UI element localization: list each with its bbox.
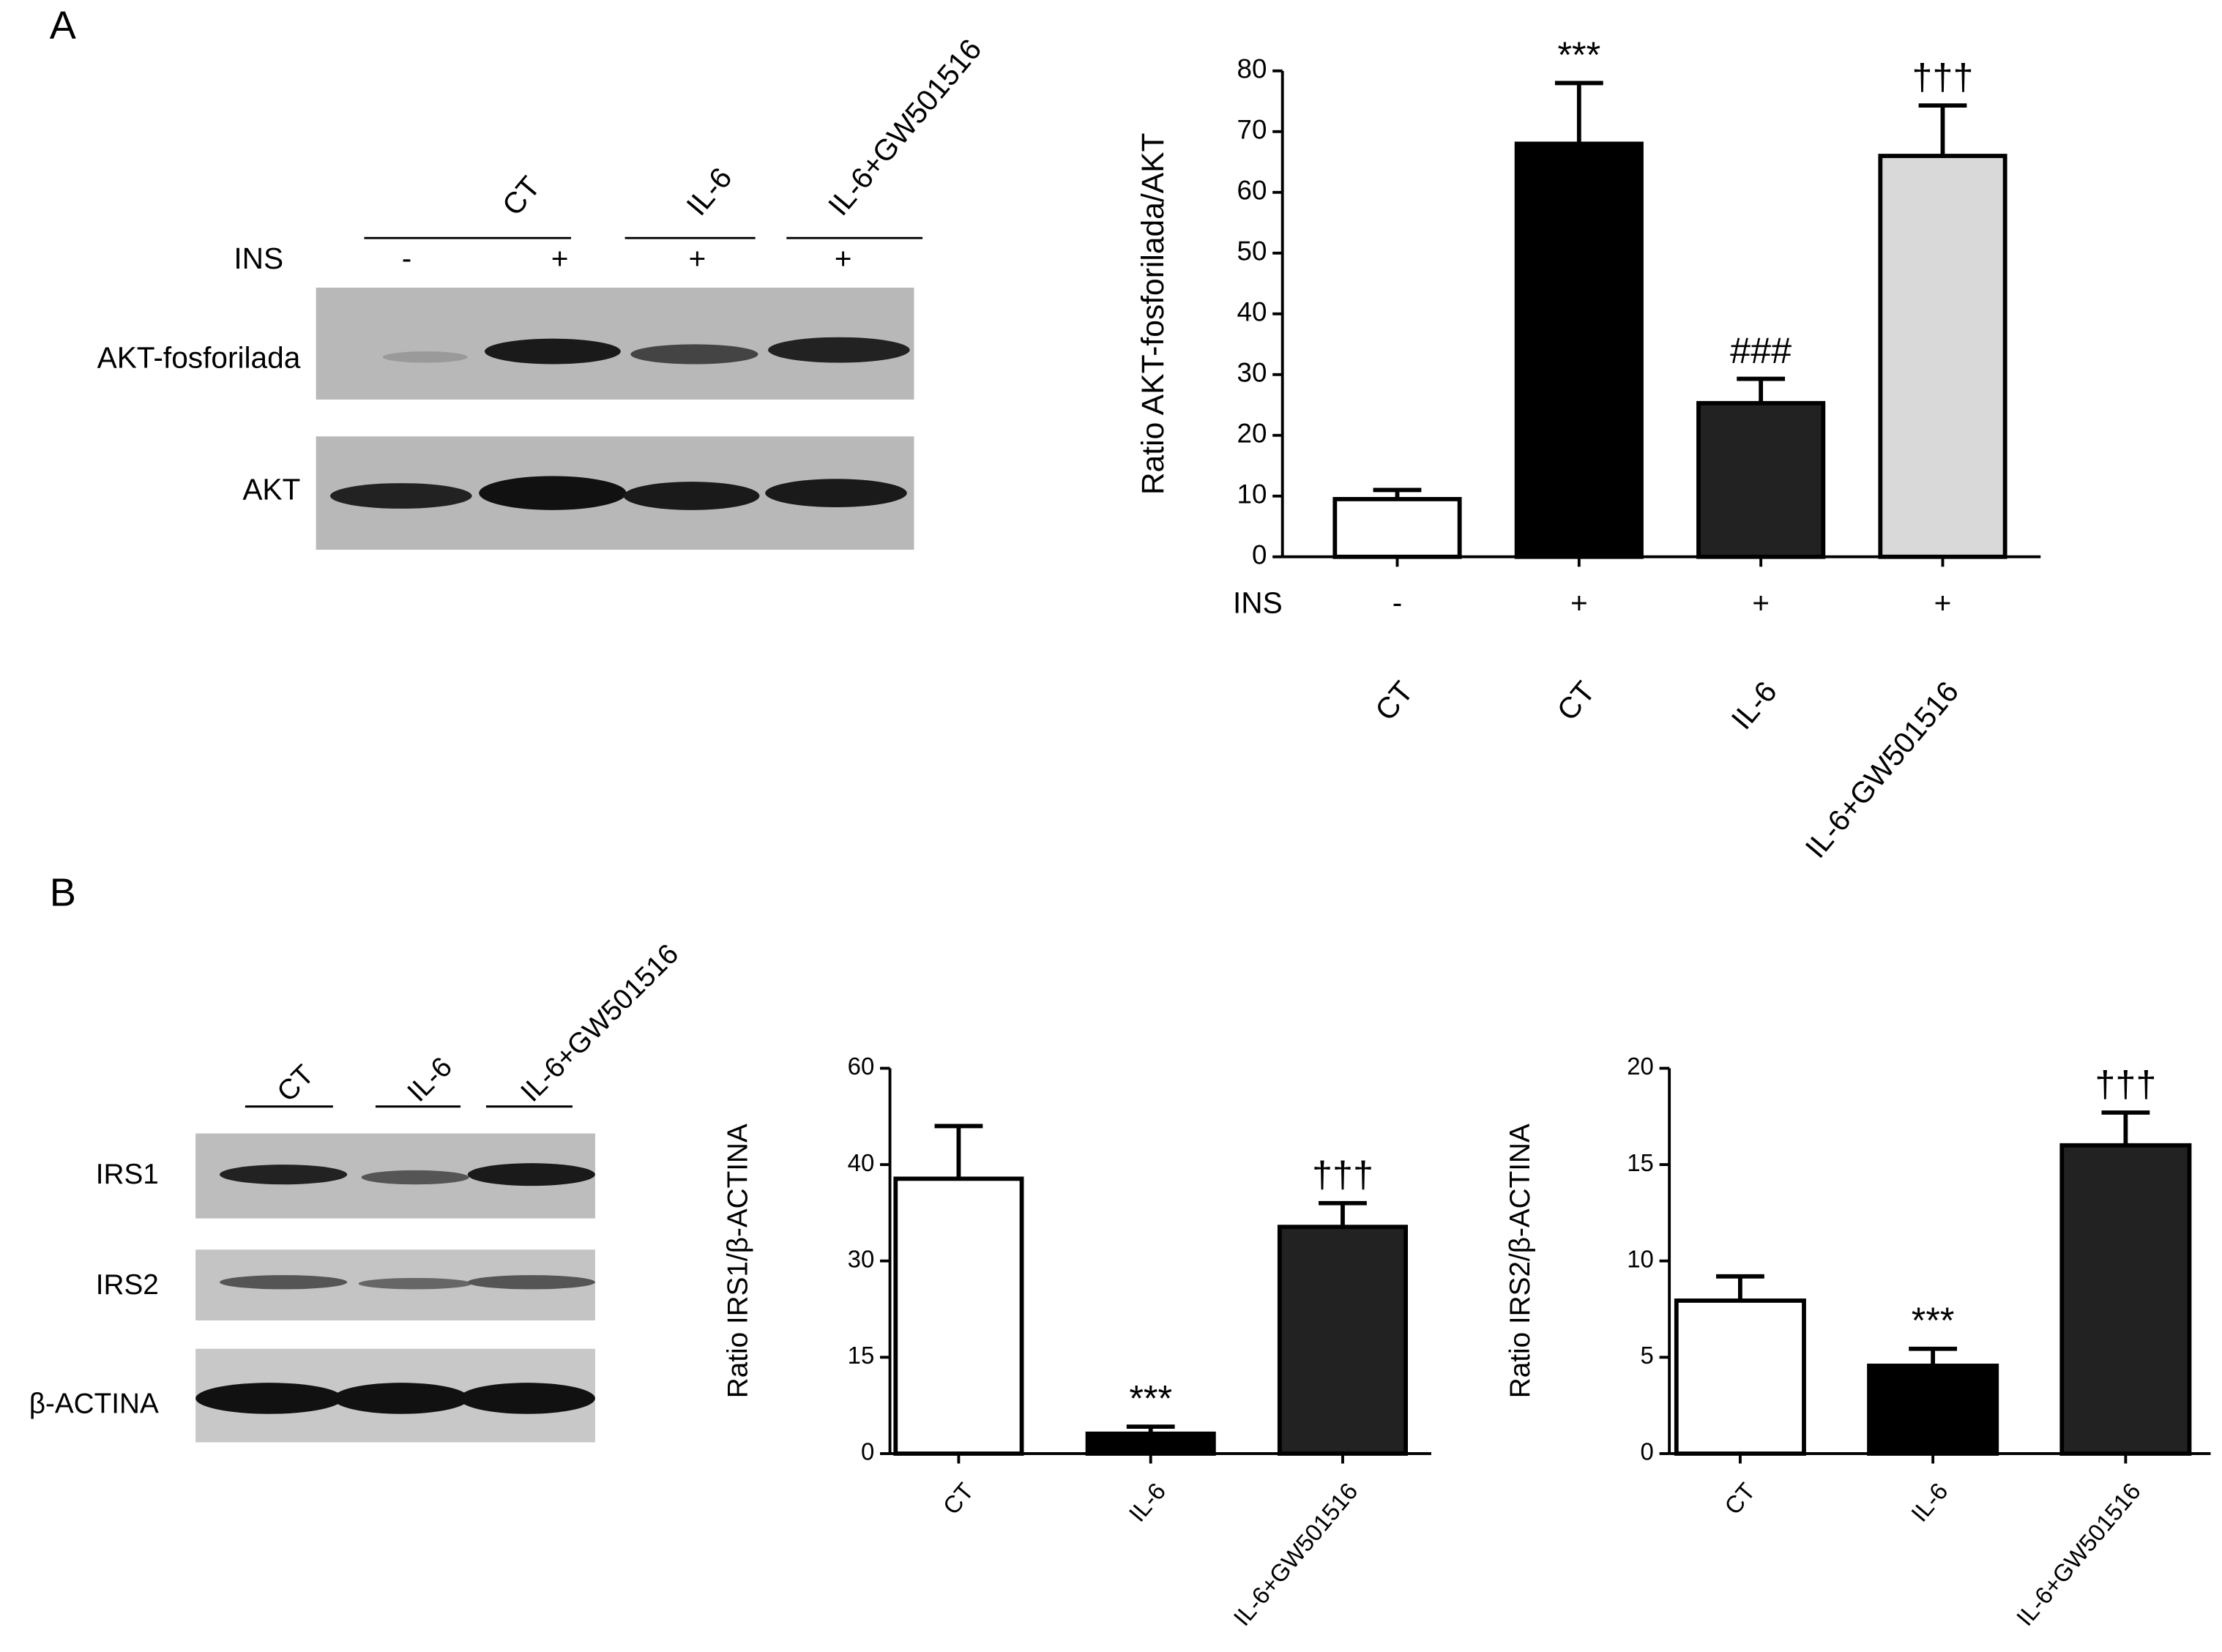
row-label: IRS1 bbox=[96, 1159, 159, 1190]
y-tick-label: 0 bbox=[1641, 1438, 1654, 1465]
panel-letter: A bbox=[50, 4, 77, 48]
row-label: β-ACTINA bbox=[29, 1388, 159, 1419]
ins-sign: + bbox=[835, 242, 852, 275]
y-axis-label: Ratio IRS2/β-ACTINA bbox=[1505, 1124, 1536, 1398]
y-axis-label: Ratio AKT-fosforilada/AKT bbox=[1136, 132, 1171, 495]
significance: *** bbox=[1557, 34, 1600, 75]
lane-label: CT bbox=[271, 1059, 320, 1108]
band bbox=[382, 351, 468, 363]
band bbox=[361, 1170, 469, 1185]
x-tick-label: IL-6+GW501516 bbox=[1228, 1478, 1362, 1631]
band bbox=[220, 1275, 348, 1290]
bar bbox=[1085, 1431, 1216, 1456]
lane-label: IL-6+GW501516 bbox=[821, 32, 988, 222]
band bbox=[358, 1277, 472, 1290]
row-label: IRS2 bbox=[96, 1269, 159, 1301]
y-tick-label: 60 bbox=[848, 1053, 875, 1080]
x-tick-label: CT bbox=[1550, 675, 1601, 727]
ins-sign: - bbox=[402, 242, 412, 275]
lane-label: IL-6 bbox=[679, 161, 738, 222]
band bbox=[467, 1275, 595, 1290]
y-tick-label: 60 bbox=[1237, 176, 1267, 206]
row-label: AKT-fosforilada bbox=[97, 340, 301, 374]
y-tick-label: 0 bbox=[1252, 539, 1267, 569]
band bbox=[467, 1163, 595, 1186]
y-tick-label: 10 bbox=[1627, 1245, 1654, 1272]
ins-label: INS bbox=[1233, 586, 1283, 619]
y-tick-label: 15 bbox=[1627, 1149, 1654, 1176]
x-tick-label: IL-6 bbox=[1725, 675, 1783, 736]
y-tick-label: 5 bbox=[1641, 1342, 1654, 1369]
significance: ††† bbox=[1912, 56, 1974, 98]
ins-sign: + bbox=[1934, 586, 1952, 619]
ins-sign: + bbox=[551, 242, 569, 275]
y-tick-label: 80 bbox=[1237, 54, 1267, 84]
band bbox=[220, 1165, 348, 1185]
y-tick-label: 30 bbox=[1237, 357, 1267, 387]
bar bbox=[1277, 1225, 1409, 1456]
x-tick-label: CT bbox=[1719, 1478, 1761, 1520]
y-tick-label: 40 bbox=[848, 1149, 875, 1176]
x-tick-label: IL-6+GW501516 bbox=[2011, 1478, 2146, 1631]
bar bbox=[1332, 496, 1462, 559]
bar bbox=[1514, 141, 1644, 559]
ins-sign: + bbox=[1752, 586, 1770, 619]
band bbox=[623, 482, 760, 510]
y-tick-label: 10 bbox=[1237, 479, 1267, 509]
significance: ††† bbox=[1312, 1154, 1373, 1195]
x-tick-label: IL-6+GW501516 bbox=[1799, 675, 1966, 864]
significance: *** bbox=[1129, 1378, 1172, 1419]
x-tick-label: IL-6 bbox=[1906, 1478, 1953, 1527]
band bbox=[630, 344, 758, 365]
bar bbox=[1878, 154, 2007, 559]
lane-label: IL-6 bbox=[401, 1051, 458, 1108]
bar bbox=[1674, 1298, 1806, 1456]
band bbox=[479, 476, 627, 510]
band bbox=[484, 338, 621, 365]
significance: ††† bbox=[2095, 1063, 2156, 1105]
band bbox=[195, 1383, 343, 1414]
band bbox=[768, 337, 910, 363]
lane-label: CT bbox=[496, 170, 547, 222]
y-tick-label: 70 bbox=[1237, 115, 1267, 145]
y-tick-label: 50 bbox=[1237, 236, 1267, 266]
significance: ### bbox=[1730, 329, 1792, 371]
bar bbox=[1867, 1364, 1999, 1456]
significance: *** bbox=[1912, 1299, 1955, 1341]
x-tick-label: CT bbox=[1368, 675, 1420, 727]
y-tick-label: 20 bbox=[1627, 1053, 1654, 1080]
band bbox=[329, 483, 472, 509]
panel-letter: B bbox=[50, 871, 76, 915]
bar bbox=[2059, 1143, 2192, 1456]
x-tick-label: IL-6 bbox=[1123, 1478, 1171, 1527]
bar bbox=[1696, 400, 1826, 559]
ins-sign: + bbox=[688, 242, 706, 275]
bar bbox=[893, 1176, 1024, 1456]
y-tick-label: 30 bbox=[848, 1245, 875, 1272]
band bbox=[332, 1383, 469, 1414]
y-tick-label: 40 bbox=[1237, 297, 1267, 327]
ins-sign: - bbox=[1393, 586, 1403, 619]
band bbox=[459, 1383, 595, 1414]
ins-label: INS bbox=[234, 242, 283, 275]
lane-label: IL-6+GW501516 bbox=[515, 938, 685, 1108]
band bbox=[765, 479, 907, 507]
row-label: AKT bbox=[242, 472, 300, 506]
y-tick-label: 20 bbox=[1237, 418, 1267, 448]
y-tick-label: 0 bbox=[861, 1438, 874, 1465]
y-tick-label: 15 bbox=[848, 1342, 875, 1369]
x-tick-label: CT bbox=[937, 1478, 979, 1520]
y-axis-label: Ratio IRS1/β-ACTINA bbox=[723, 1124, 754, 1398]
ins-sign: + bbox=[1570, 586, 1588, 619]
